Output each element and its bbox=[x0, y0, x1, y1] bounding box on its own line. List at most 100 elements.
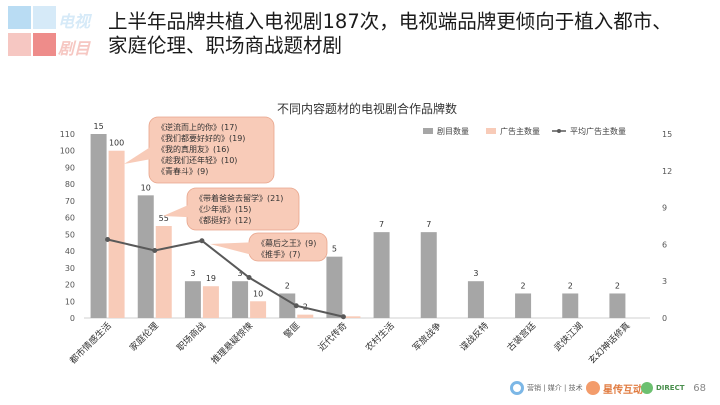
bar-drama-label: 3 bbox=[190, 269, 195, 278]
bar-drama bbox=[562, 293, 579, 318]
headline-line-1: 上半年品牌共植入电视剧187次，电视端品牌更倾向于植入都市、 bbox=[108, 10, 672, 33]
bar-drama bbox=[90, 134, 107, 318]
footer-logo-2: 星传互动 bbox=[586, 378, 643, 398]
annotation-text: 《都挺好》(12) bbox=[195, 215, 251, 225]
logo-square-light-blue bbox=[8, 6, 31, 29]
annotation-text: 《我的真朋友》(16) bbox=[157, 144, 229, 154]
footer-logo-3: DIRECT bbox=[641, 378, 685, 398]
bar-drama-label: 10 bbox=[141, 183, 151, 192]
left-tick-label: 100 bbox=[60, 147, 75, 156]
avg-line-point bbox=[340, 314, 346, 320]
annotation-text: 《推手》(7) bbox=[257, 249, 300, 259]
annotation-text: 《少年派》(15) bbox=[195, 204, 251, 214]
annotation-text: 《青春斗》(9) bbox=[157, 166, 208, 176]
avg-line-point bbox=[105, 236, 111, 242]
bar-advertiser bbox=[155, 226, 172, 318]
avg-line-point bbox=[152, 248, 158, 254]
bar-drama bbox=[232, 281, 249, 318]
annotation-pointer bbox=[163, 205, 188, 218]
bar-drama-label: 7 bbox=[426, 220, 431, 229]
bar-advertiser-label: 55 bbox=[159, 214, 169, 223]
category-label: 家庭伦理 bbox=[127, 320, 161, 354]
bar-drama-label: 2 bbox=[615, 281, 620, 290]
logo-square-light-blue-2 bbox=[33, 6, 56, 29]
bar-drama-label: 2 bbox=[568, 281, 573, 290]
avg-line-point bbox=[199, 238, 205, 244]
chart-title: 不同内容题材的电视剧合作品牌数 bbox=[277, 101, 457, 116]
legend-label: 平均广告主数量 bbox=[570, 126, 626, 136]
legend-label: 广告主数量 bbox=[500, 126, 540, 136]
left-tick-label: 40 bbox=[65, 247, 75, 256]
right-tick-label: 12 bbox=[662, 167, 672, 176]
footer-logo-3-text: DIRECT bbox=[656, 384, 685, 392]
right-tick-label: 9 bbox=[662, 204, 667, 213]
bar-advertiser-label: 10 bbox=[253, 289, 263, 298]
bar-drama-label: 7 bbox=[379, 220, 384, 229]
legend-label: 剧目数量 bbox=[437, 126, 469, 136]
bar-advertiser bbox=[108, 150, 125, 318]
bar-drama bbox=[609, 293, 626, 318]
bar-drama-label: 15 bbox=[93, 122, 103, 131]
left-tick-label: 30 bbox=[65, 264, 75, 273]
right-tick-label: 3 bbox=[662, 277, 667, 286]
footer-logo-1-text: 营销 | 媒介 | 技术 bbox=[527, 384, 583, 392]
bar-drama-label: 2 bbox=[285, 281, 290, 290]
page-headline: 上半年品牌共植入电视剧187次，电视端品牌更倾向于植入都市、 家庭伦理、职场商战… bbox=[108, 10, 708, 58]
category-label: 玄幻神话修真 bbox=[586, 320, 633, 367]
category-label: 武侠江湖 bbox=[551, 320, 585, 354]
category-label: 近代传奇 bbox=[316, 320, 350, 354]
bar-advertiser bbox=[202, 286, 219, 318]
footer-logo-2-icon bbox=[586, 381, 600, 395]
right-tick-label: 0 bbox=[662, 314, 667, 323]
bar-advertiser bbox=[344, 316, 361, 318]
bar-drama-label: 2 bbox=[521, 281, 526, 290]
left-tick-label: 10 bbox=[65, 297, 75, 306]
avg-line-point bbox=[293, 303, 299, 309]
bar-drama bbox=[184, 281, 201, 318]
footer-logo-2-text: 星传互动 bbox=[603, 384, 643, 396]
left-tick-label: 110 bbox=[60, 130, 75, 139]
logo-text-line2: 剧目 bbox=[58, 39, 91, 58]
category-label: 古装宫廷 bbox=[504, 320, 538, 354]
bar-drama bbox=[326, 256, 343, 318]
annotation-text: 《带着爸爸去留学》(21) bbox=[195, 193, 283, 203]
footer-logo-1-icon bbox=[510, 381, 524, 395]
annotation-pointer bbox=[210, 242, 250, 255]
left-tick-label: 60 bbox=[65, 214, 75, 223]
bar-advertiser-label: 100 bbox=[109, 139, 124, 148]
legend-swatch bbox=[486, 128, 496, 134]
bar-drama bbox=[467, 281, 484, 318]
left-tick-label: 90 bbox=[65, 163, 75, 172]
footer-logo-3-icon bbox=[641, 382, 653, 394]
bar-drama bbox=[420, 232, 437, 318]
bar-drama bbox=[515, 293, 532, 318]
annotation-text: 《幕后之王》(9) bbox=[257, 238, 316, 248]
bar-drama-label: 3 bbox=[473, 269, 478, 278]
category-label: 推理悬疑惊悚 bbox=[209, 320, 256, 367]
bar-advertiser-label: 19 bbox=[206, 274, 216, 283]
avg-line bbox=[107, 238, 344, 318]
annotation-text: 《我们都要好好的》(19) bbox=[157, 133, 245, 143]
annotation-pointer bbox=[124, 147, 150, 164]
category-label: 农村生活 bbox=[363, 320, 397, 354]
bar-advertiser bbox=[250, 301, 267, 318]
category-label: 警匪 bbox=[281, 320, 302, 341]
right-tick-label: 15 bbox=[662, 130, 672, 139]
category-label: 谍战反特 bbox=[457, 320, 491, 354]
bar-drama bbox=[373, 232, 390, 318]
annotation-text: 《趁我们还年轻》(10) bbox=[157, 155, 237, 165]
category-label: 军旅战争 bbox=[410, 320, 444, 354]
left-tick-label: 0 bbox=[70, 314, 75, 323]
legend-swatch bbox=[423, 128, 433, 134]
legend-swatch-marker bbox=[557, 129, 561, 133]
bar-drama-label: 5 bbox=[332, 245, 337, 254]
logo-text-line1: 电视 bbox=[58, 12, 91, 31]
left-tick-label: 20 bbox=[65, 281, 75, 290]
logo-block: 电视 剧目 bbox=[0, 0, 100, 62]
annotation-text: 《逆流而上的你》(17) bbox=[157, 122, 237, 132]
logo-square-pink bbox=[33, 33, 56, 56]
left-tick-label: 80 bbox=[65, 180, 75, 189]
avg-line-point bbox=[246, 275, 252, 281]
left-tick-label: 50 bbox=[65, 230, 75, 239]
